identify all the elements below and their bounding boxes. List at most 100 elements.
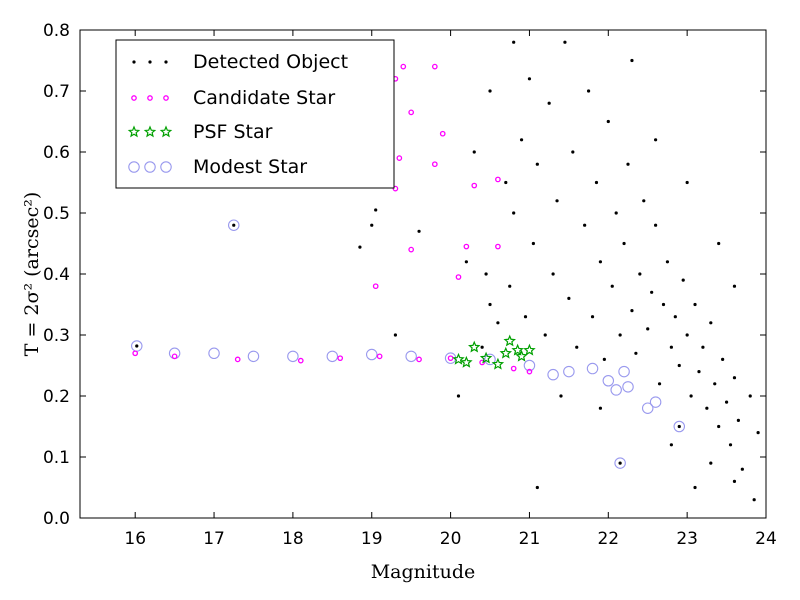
detected-object-point <box>393 333 398 337</box>
detected-object-point <box>519 138 524 142</box>
detected-object-point <box>535 485 539 490</box>
detected-object-point <box>614 211 618 215</box>
modest-star-point <box>326 350 339 363</box>
detected-object-point <box>721 357 725 361</box>
detected-object-point <box>551 272 555 276</box>
legend: Detected Object Candidate Star PSF Star … <box>115 39 395 189</box>
modest-star-point <box>365 348 378 361</box>
detected-object-point <box>634 351 638 355</box>
legend-marker <box>144 161 156 173</box>
modest-star-point <box>649 396 662 408</box>
detected-object-point <box>370 223 374 227</box>
x-tick-label: 20 <box>440 529 462 549</box>
detected-object-point <box>484 272 488 276</box>
candidate-star-point <box>495 243 501 250</box>
detected-object-point <box>512 211 516 215</box>
detected-object-point <box>464 260 468 264</box>
legend-marker <box>159 125 173 138</box>
modest-star-point <box>208 347 220 360</box>
y-axis-label: T = 2σ² (arcsec²) <box>21 192 43 357</box>
y-tick-label: 0.3 <box>43 326 70 346</box>
legend-label-modest-star: Modest Star <box>193 156 307 178</box>
detected-object-point <box>693 302 697 307</box>
detected-object-point <box>724 400 729 404</box>
detected-object-point <box>583 223 587 227</box>
candidate-star-point <box>416 356 422 363</box>
detected-object-point <box>665 260 670 264</box>
x-tick-label: 17 <box>203 529 225 549</box>
detected-object-point <box>697 370 701 374</box>
legend-marker <box>143 125 157 138</box>
candidate-star-point <box>234 356 241 363</box>
psf-star-point <box>523 343 536 356</box>
psf-star-point <box>468 340 481 353</box>
detected-object-point <box>590 315 595 319</box>
legend-marker <box>147 95 153 101</box>
y-tick-label: 0.8 <box>43 21 70 41</box>
detected-object-point <box>555 199 559 203</box>
modest-star-point <box>622 381 634 393</box>
legend-marker <box>148 60 152 64</box>
detected-object-point <box>606 119 610 124</box>
candidate-star-point <box>510 365 517 372</box>
detected-object-point <box>626 162 630 166</box>
y-tick-label: 0.4 <box>43 265 70 285</box>
detected-object-point <box>531 241 535 246</box>
x-tick-label: 22 <box>597 529 619 549</box>
detected-object-point <box>456 394 461 398</box>
detected-object-point <box>705 406 709 410</box>
x-tick-label: 19 <box>361 529 383 549</box>
detected-object-point <box>488 89 492 93</box>
psf-star-point <box>491 357 505 370</box>
detected-object-point <box>638 272 642 276</box>
candidate-star-point <box>495 176 501 183</box>
detected-object-point <box>622 241 626 246</box>
detected-object-point <box>527 77 532 81</box>
candidate-star-point <box>447 355 454 362</box>
modest-star-point <box>602 374 615 387</box>
psf-star-point <box>515 349 528 362</box>
detected-object-point <box>669 345 673 349</box>
detected-object-point <box>709 461 713 465</box>
detected-object-point <box>681 278 685 282</box>
modest-star-point <box>614 457 626 469</box>
detected-object-point <box>358 245 362 249</box>
psf-star-point <box>511 343 524 356</box>
detected-object-point <box>504 180 508 185</box>
detected-object-point <box>472 150 476 154</box>
candidate-star-point <box>431 161 438 168</box>
x-axis-label: Magnitude <box>371 561 476 583</box>
modest-star-point <box>228 219 240 231</box>
detected-object-point <box>654 138 658 142</box>
detected-object-point <box>689 394 693 398</box>
detected-object-point <box>728 443 733 447</box>
detected-object-point <box>232 223 236 227</box>
detected-object-point <box>748 394 752 398</box>
modest-star-point <box>405 350 417 363</box>
detected-object-point <box>563 40 567 44</box>
detected-object-point <box>618 333 622 337</box>
modest-star-point <box>484 353 496 366</box>
candidate-star-point <box>455 274 462 280</box>
detected-object-point <box>693 485 697 490</box>
detected-object-point <box>374 208 378 212</box>
modest-star-point <box>287 350 299 363</box>
legend-marker <box>160 161 172 173</box>
x-tick-label: 18 <box>282 529 304 549</box>
y-tick-label: 0.0 <box>43 509 70 529</box>
candidate-star-point <box>297 357 304 364</box>
detected-object-point <box>571 150 575 154</box>
detected-object-point <box>567 296 571 300</box>
legend-label-candidate-star: Candidate Star <box>193 87 335 109</box>
detected-object-point <box>512 40 516 44</box>
psf-star-point <box>460 355 473 368</box>
psf-star-point <box>479 351 493 364</box>
detected-object-point <box>701 345 705 349</box>
detected-object-point <box>488 302 492 307</box>
detected-object-point <box>677 363 681 368</box>
detected-object-point <box>559 394 563 398</box>
detected-object-point <box>508 284 512 288</box>
legend-marker <box>164 60 168 64</box>
detected-object-point <box>669 443 673 447</box>
